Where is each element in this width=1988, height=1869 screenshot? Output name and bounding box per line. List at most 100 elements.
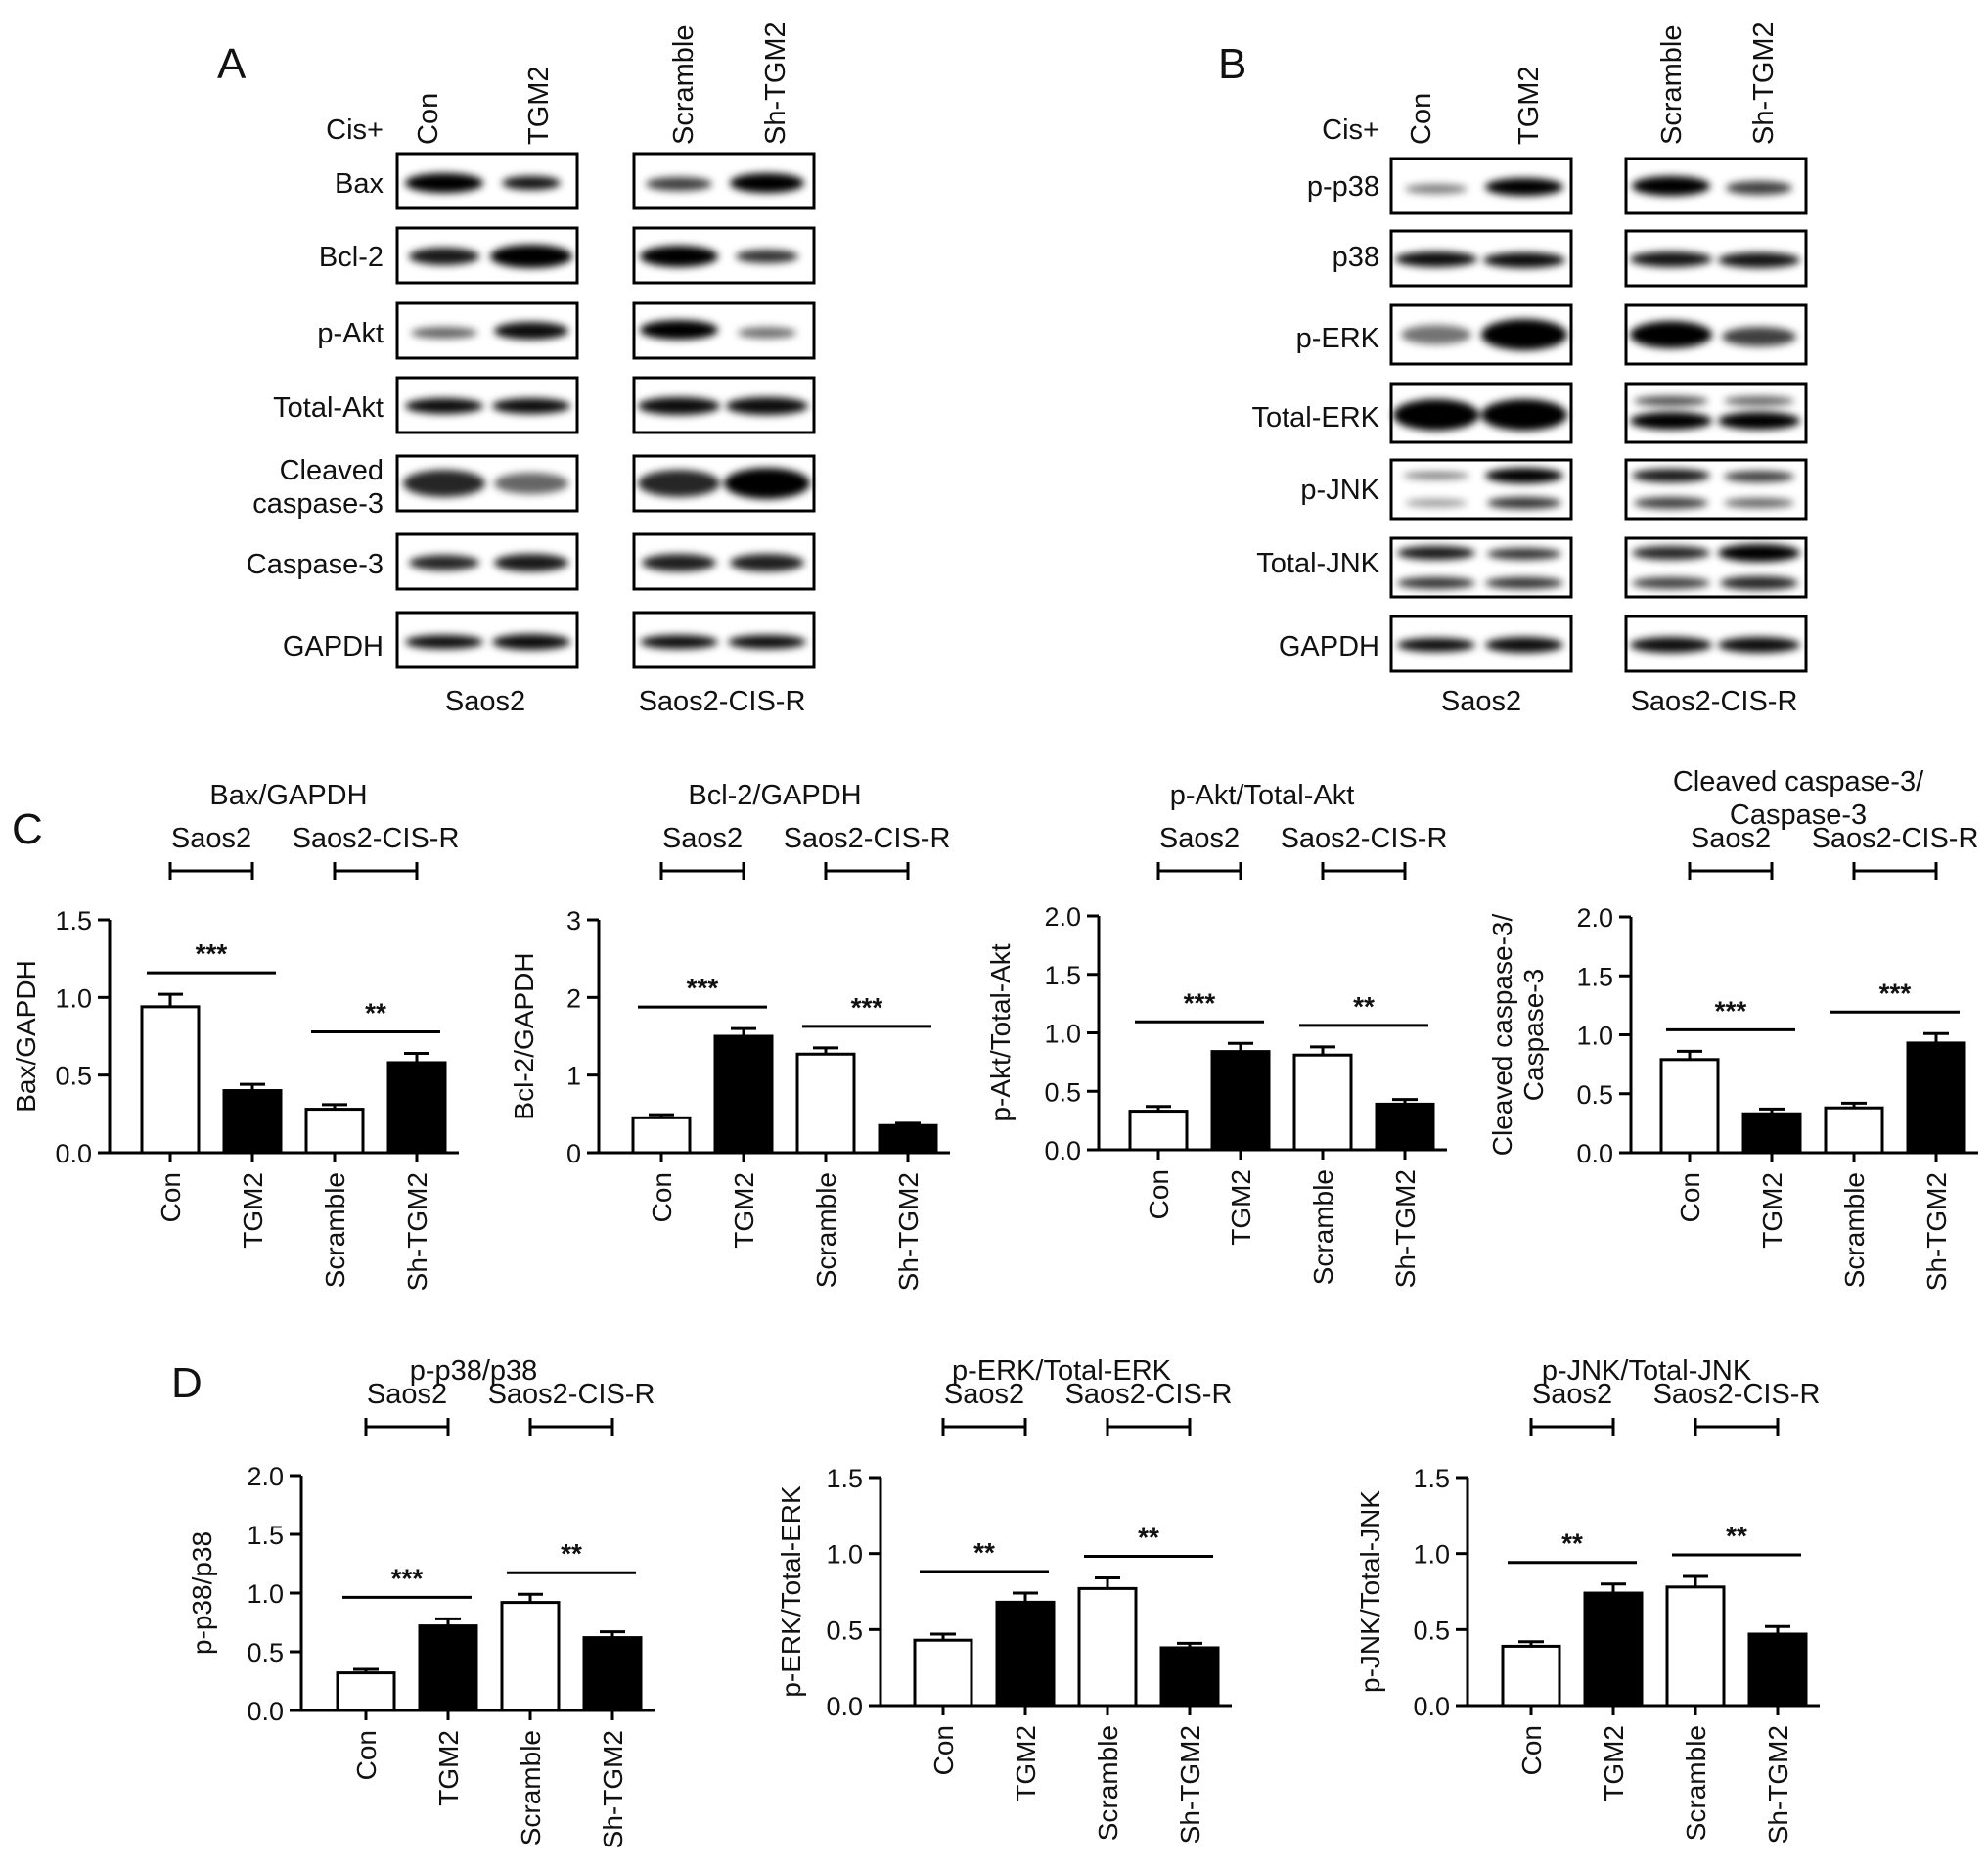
blot-row-label-bcl2: Bcl-2 [319, 242, 384, 273]
bar [336, 1671, 396, 1712]
blot-band [1724, 396, 1794, 406]
blot-band [730, 554, 804, 571]
blot-box [1624, 458, 1808, 521]
blot-row-label-cleaved: Cleaved [280, 455, 384, 486]
blot-band [405, 635, 483, 649]
significance-marker: *** [391, 1563, 424, 1593]
bar [1747, 1632, 1808, 1708]
y-tick-label: 1.5 [1044, 961, 1081, 990]
blot-band [494, 554, 568, 571]
bar [1824, 1106, 1884, 1155]
lane-label-con: Con [1406, 93, 1437, 145]
blot-band [1634, 396, 1708, 406]
y-tick-label: 1.0 [1413, 1540, 1450, 1570]
blot-band [403, 470, 485, 497]
y-tick-label: 1.5 [55, 906, 92, 935]
x-tick-label: Scramble [1093, 1725, 1123, 1841]
bar-chart-6: p-ERK/Total-ERK 0.0 0.5 1.0 1.5 p-ERK/Total-E… [776, 1355, 1232, 1844]
blot-panel-b: Cis+ Con TGM2 Scramble Sh-TGM2 p-p38 p38… [1251, 22, 1808, 717]
y-axis-label: Caspase-3 [1518, 969, 1549, 1101]
significance-marker: ** [561, 1538, 582, 1569]
bar [795, 1052, 856, 1155]
x-tick-label: Scramble [516, 1730, 546, 1846]
x-tick-label: TGM2 [238, 1172, 268, 1249]
blot-band [1722, 327, 1796, 346]
blot-band [492, 634, 570, 650]
significance-marker: ** [973, 1537, 995, 1568]
significance-marker: ** [365, 997, 386, 1027]
blot-row-label-total-akt: Total-Akt [273, 392, 384, 424]
cis-label: Cis+ [1322, 114, 1379, 146]
y-tick-label: 1.0 [55, 983, 92, 1013]
blot-band [1481, 399, 1567, 431]
y-tick-label: 0.0 [826, 1692, 863, 1721]
bar [1159, 1646, 1220, 1708]
blot-band [1724, 471, 1794, 482]
y-axis-label: p-Akt/Total-Akt [985, 943, 1016, 1121]
group-label: Saos2-CIS-R [1653, 1379, 1821, 1410]
blot-row-label-p-jnk: p-JNK [1300, 475, 1379, 506]
bar [878, 1123, 938, 1155]
significance-marker: ** [1561, 1528, 1583, 1559]
blot-band [1485, 178, 1563, 196]
blot-box [1389, 458, 1573, 521]
lane-label-tgm2: TGM2 [523, 66, 555, 145]
blot-band [1632, 176, 1710, 196]
bar-chart-2: Bcl-2/GAPDH 0 1 2 3 Bcl-2/GAPDH Con TGM2 Scrambl… [509, 780, 950, 1291]
y-tick-label: 1.0 [1044, 1020, 1081, 1049]
bar [582, 1636, 643, 1712]
bar [140, 1005, 201, 1155]
blot-row-label-p38: p38 [1333, 242, 1379, 273]
blot-row-label-caspase3-line2: caspase-3 [252, 488, 384, 520]
bar [1665, 1585, 1726, 1708]
cell-line-label-saos2: Saos2 [1441, 686, 1521, 717]
significance-marker: *** [1715, 995, 1747, 1026]
bar [1292, 1053, 1353, 1152]
blot-band [1487, 497, 1561, 509]
x-tick-label: Scramble [1308, 1169, 1338, 1285]
x-tick-label: Sh-TGM2 [1175, 1725, 1205, 1844]
lane-label-tgm2: TGM2 [1514, 66, 1545, 145]
blot-row-label-caspase3: Caspase-3 [247, 549, 384, 580]
blot-band [1485, 577, 1563, 589]
panel-letter-b: B [1218, 40, 1246, 88]
bar [1210, 1050, 1271, 1152]
x-tick-label: Sh-TGM2 [1921, 1172, 1952, 1291]
x-tick-label: TGM2 [729, 1172, 759, 1249]
y-tick-label: 0 [566, 1139, 581, 1168]
panel-letter-a: A [217, 40, 247, 88]
group-label: Saos2 [662, 823, 743, 854]
y-axis-label: p-p38/p38 [187, 1531, 217, 1655]
lane-label-con: Con [413, 93, 444, 145]
x-tick-label: Scramble [320, 1172, 350, 1288]
cell-line-label-saos2-cis-r: Saos2-CIS-R [1631, 686, 1798, 717]
x-tick-label: Con [1144, 1169, 1174, 1219]
bar [304, 1108, 365, 1155]
blot-band [1630, 412, 1712, 430]
x-tick-label: Con [1516, 1725, 1547, 1775]
significance-marker: ** [1353, 991, 1375, 1022]
bar [713, 1034, 774, 1155]
bar [500, 1601, 561, 1712]
chart-title: p-ERK/Total-ERK [952, 1355, 1172, 1387]
x-tick-label: Con [1675, 1172, 1705, 1222]
bar [1501, 1644, 1561, 1708]
x-tick-label: TGM2 [1599, 1725, 1629, 1801]
y-axis-label: Cleaved caspase-3/ [1487, 914, 1517, 1157]
y-tick-label: 0.0 [247, 1697, 284, 1726]
bar [995, 1600, 1056, 1708]
blot-band [1632, 546, 1710, 560]
blot-band [1632, 577, 1710, 589]
blot-band [1483, 252, 1565, 268]
cell-line-label-saos2-cis-r: Saos2-CIS-R [639, 686, 806, 717]
y-tick-label: 1.0 [1576, 1022, 1613, 1051]
y-tick-label: 0.0 [55, 1139, 92, 1168]
bar [1077, 1586, 1138, 1708]
blot-band [1726, 181, 1792, 195]
blot-band [1718, 252, 1800, 268]
blot-band [1720, 576, 1798, 590]
group-label: Saos2-CIS-R [1065, 1379, 1233, 1410]
bar-chart-1: Bax/GAPDH 0.0 0.5 1.0 1.5 Bax/GAPDH Con TGM2 Scr… [11, 780, 459, 1291]
x-tick-label: TGM2 [1757, 1172, 1787, 1249]
